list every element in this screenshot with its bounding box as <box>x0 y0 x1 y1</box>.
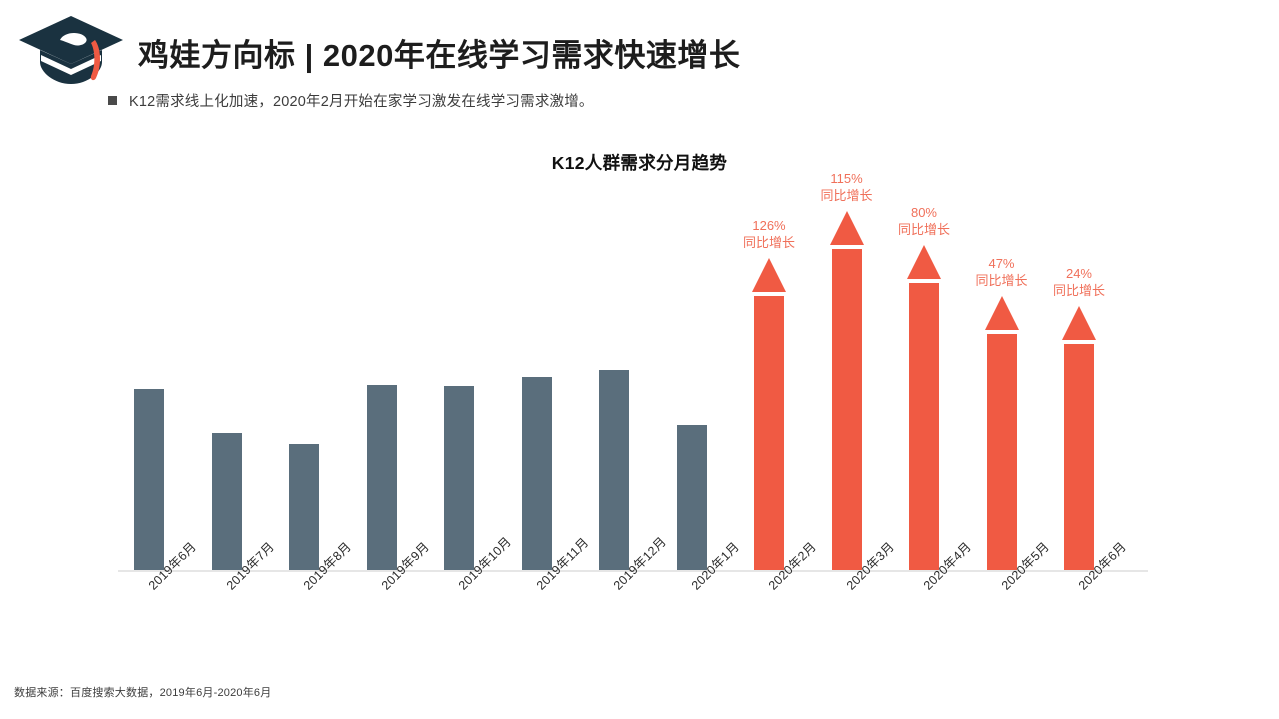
growth-annotation: 126% 同比增长 <box>743 217 795 252</box>
chart-title: K12人群需求分月趋势 <box>551 153 728 173</box>
bar <box>909 283 939 570</box>
subtitle-row: K12需求线上化加速，2020年2月开始在家学习激发在线学习需求激增。 <box>108 90 594 111</box>
growth-annotation: 24% 同比增长 <box>1053 265 1105 300</box>
x-axis-tick-label: 2020年1月 <box>688 539 742 593</box>
graduation-cap-logo-icon <box>16 14 128 92</box>
growth-percent: 24% <box>1065 265 1093 281</box>
bar-group: 47% 同比增长 <box>975 256 1028 570</box>
x-axis-tick-label: 2020年4月 <box>920 539 974 593</box>
bar <box>676 425 707 570</box>
bar-group <box>211 433 242 570</box>
up-triangle-icon <box>907 245 941 279</box>
x-axis-tick-label: 2019年8月 <box>300 539 354 593</box>
up-triangle-icon <box>752 258 786 292</box>
growth-label: 同比增长 <box>820 188 873 204</box>
slide-header: 鸡娃方向标 | 2020年在线学习需求快速增长 K12需求线上化加速，2020年… <box>0 0 1279 130</box>
x-axis-tick-label: 2019年9月 <box>378 539 432 593</box>
growth-percent: 47% <box>988 255 1015 271</box>
bar-group <box>521 377 552 570</box>
x-axis-tick-label: 2019年6月 <box>145 539 199 593</box>
x-axis-tick-label: 2019年10月 <box>455 534 515 593</box>
x-axis-tick-label: 2020年5月 <box>998 539 1052 593</box>
x-axis-tick-label: 2019年11月 <box>533 535 591 593</box>
bar-group <box>366 385 397 570</box>
bar-group <box>599 370 629 570</box>
bar <box>211 433 242 570</box>
bar-group <box>676 425 707 570</box>
growth-label: 同比增长 <box>742 235 796 251</box>
growth-label: 同比增长 <box>975 273 1028 289</box>
growth-label: 同比增长 <box>897 222 951 238</box>
up-triangle-icon <box>984 296 1019 330</box>
subtitle-text: K12需求线上化加速，2020年2月开始在家学习激发在线学习需求激增。 <box>129 94 594 110</box>
data-source-note: 数据来源：百度搜索大数据，2019年6月-2020年6月 <box>14 687 272 699</box>
bar-group: 80% 同比增长 <box>898 205 950 570</box>
bar-group <box>134 389 164 570</box>
bar <box>289 444 319 570</box>
up-triangle-icon <box>829 211 864 245</box>
bar <box>521 377 552 570</box>
bar-group: 126% 同比增长 <box>743 218 795 570</box>
bar-group: 115% 同比增长 <box>820 171 873 570</box>
bar <box>831 249 862 570</box>
growth-annotation: 47% 同比增长 <box>975 255 1027 290</box>
x-axis-tick-label: 2020年2月 <box>765 539 819 593</box>
x-axis-tick-label: 2019年7月 <box>223 539 277 593</box>
bar <box>986 334 1017 570</box>
growth-annotation: 115% 同比增长 <box>820 170 872 205</box>
slide-title: 鸡娃方向标 | 2020年在线学习需求快速增长 <box>138 38 741 73</box>
bar <box>134 389 164 570</box>
growth-percent: 126% <box>752 217 786 233</box>
bar <box>1064 344 1094 570</box>
bar-group <box>289 444 319 570</box>
bar-group: 24% 同比增长 <box>1053 266 1105 570</box>
x-axis-tick-label: 2020年3月 <box>843 539 897 593</box>
bar <box>366 385 397 570</box>
growth-annotation: 80% 同比增长 <box>898 204 950 239</box>
x-axis-line <box>118 570 1148 572</box>
x-axis-tick-label: 2019年12月 <box>610 534 670 593</box>
up-triangle-icon <box>1062 306 1096 340</box>
bar <box>754 296 784 570</box>
bar <box>599 370 629 570</box>
x-axis-tick-label: 2020年6月 <box>1075 539 1129 593</box>
growth-label: 同比增长 <box>1052 283 1106 299</box>
growth-percent: 80% <box>910 204 938 220</box>
bar <box>444 386 474 570</box>
square-bullet-icon <box>108 96 117 105</box>
bar-group <box>444 386 474 570</box>
